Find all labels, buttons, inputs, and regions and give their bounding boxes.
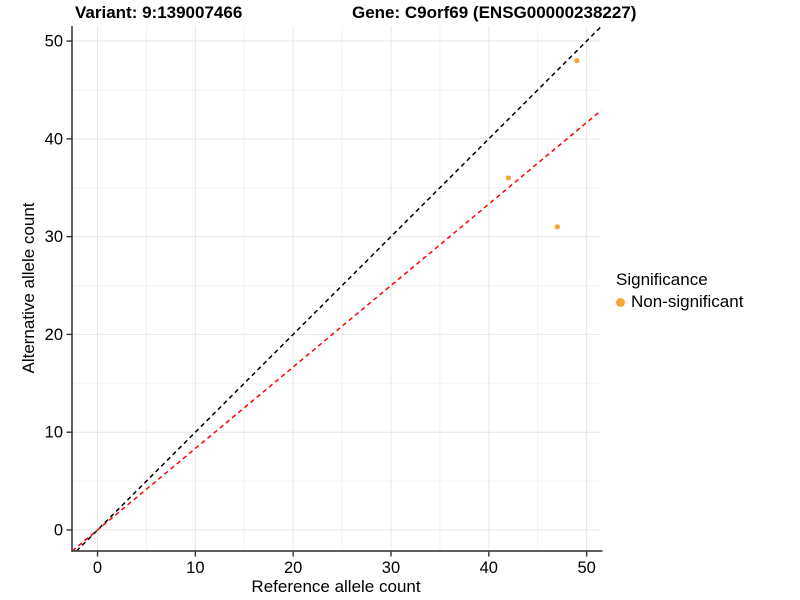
- x-tick-label: 40: [480, 559, 498, 577]
- allelic-ratio-line: [71, 110, 602, 552]
- y-tick-label: 30: [45, 228, 63, 246]
- y-tick-label: 20: [45, 326, 63, 344]
- y-tick-label: 50: [45, 33, 63, 51]
- legend-title: Significance: [616, 270, 708, 289]
- y-tick-label: 0: [54, 521, 63, 539]
- data-point: [505, 175, 511, 181]
- x-tick-label: 50: [577, 559, 595, 577]
- data-point: [574, 58, 580, 64]
- x-tick-label: 0: [93, 559, 102, 577]
- x-tick-label: 10: [186, 559, 204, 577]
- variant-title: Variant: 9:139007466: [75, 3, 243, 22]
- data-point: [554, 224, 560, 230]
- x-tick-label: 30: [382, 559, 400, 577]
- y-axis-title: Alternative allele count: [19, 202, 38, 374]
- legend: Significance Non-significant: [616, 269, 743, 312]
- x-tick-label: 20: [284, 559, 302, 577]
- non-significant-point-icon: [616, 297, 625, 307]
- y-tick-label: 40: [45, 130, 63, 148]
- legend-item-non-significant: Non-significant: [616, 292, 743, 312]
- gene-title: Gene: C9orf69 (ENSG00000238227): [352, 3, 637, 22]
- identity-line: [75, 26, 602, 552]
- x-axis-title: Reference allele count: [251, 577, 421, 596]
- legend-item-label: Non-significant: [631, 292, 744, 312]
- y-tick-label: 10: [45, 424, 63, 442]
